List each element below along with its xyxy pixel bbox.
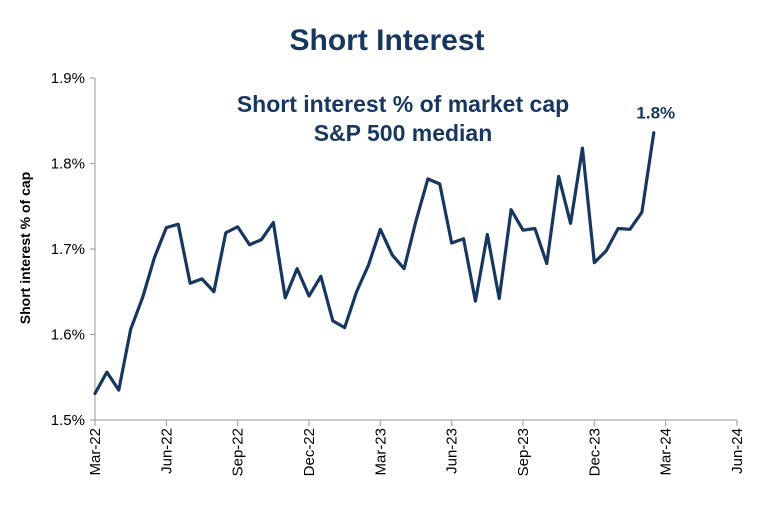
axes bbox=[90, 77, 738, 426]
chart-annotation-line-1: Short interest % of market cap bbox=[237, 91, 569, 117]
y-axis-title: Short interest % of cap bbox=[17, 172, 33, 324]
y-tick-label: 1.7% bbox=[51, 241, 85, 258]
x-tick-label: Jun-24 bbox=[729, 428, 746, 474]
x-tick-label: Sep-23 bbox=[515, 428, 532, 476]
x-tick-label: Jun-23 bbox=[444, 428, 461, 474]
x-tick-label: Jun-22 bbox=[158, 428, 175, 474]
x-tick-label: Mar-24 bbox=[658, 428, 675, 476]
data-label-last: 1.8% bbox=[636, 104, 675, 123]
chart-annotation-line-2: S&P 500 median bbox=[314, 120, 493, 146]
chart-title: Short Interest bbox=[289, 24, 484, 57]
tick-labels: 1.5% 1.6% 1.7% 1.8% 1.9% Mar-22 Jun-22 Sep-22 De… bbox=[51, 70, 746, 476]
x-tick-label: Mar-23 bbox=[372, 428, 389, 476]
y-tick-label: 1.5% bbox=[51, 412, 85, 429]
x-tick-label: Mar-22 bbox=[87, 428, 104, 476]
x-tick-label: Sep-22 bbox=[230, 428, 247, 476]
series-line bbox=[93, 131, 656, 396]
series-group bbox=[93, 131, 656, 396]
y-tick-label: 1.8% bbox=[51, 156, 85, 173]
y-tick-label: 1.9% bbox=[51, 70, 85, 87]
x-tick-label: Dec-23 bbox=[586, 428, 603, 476]
y-tick-label: 1.6% bbox=[51, 327, 85, 344]
x-tick-label: Dec-22 bbox=[301, 428, 318, 476]
